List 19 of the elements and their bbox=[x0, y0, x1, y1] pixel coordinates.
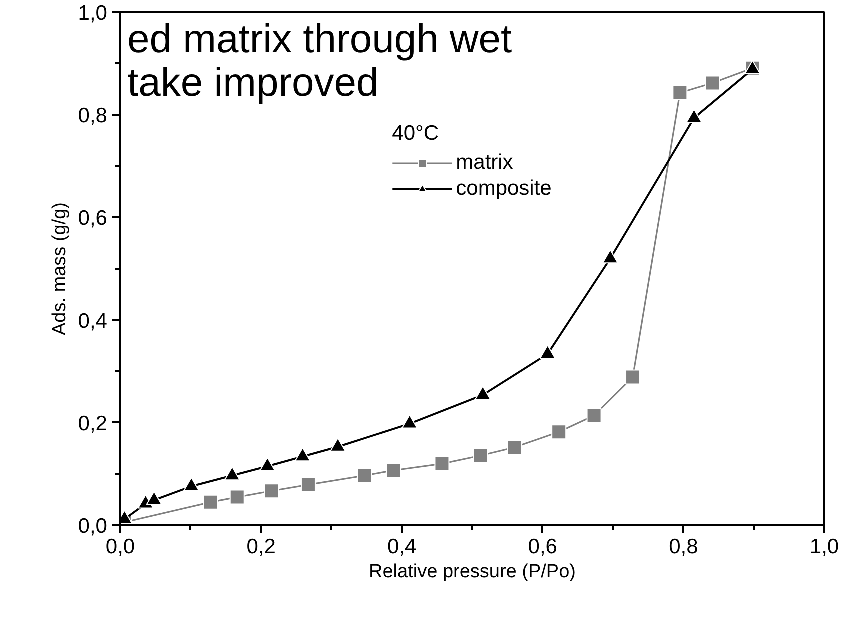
x-tick-label: 1,0 bbox=[810, 536, 840, 558]
y-tick-label: 0,4 bbox=[78, 310, 108, 333]
y-tick-label: 0,6 bbox=[78, 207, 108, 230]
annotation: take improved bbox=[128, 61, 379, 106]
y-tick-label: 0,8 bbox=[78, 104, 108, 128]
legend-title: 40°C bbox=[392, 122, 440, 146]
x-tick-label: 0,8 bbox=[669, 536, 698, 558]
x-tick-label: 0,0 bbox=[106, 536, 136, 558]
x-tick-label: 0,2 bbox=[246, 536, 276, 558]
y-axis-title: Ads. mass (g/g) bbox=[49, 202, 70, 336]
legend-label: composite bbox=[456, 177, 552, 201]
legend-label: matrix bbox=[456, 151, 514, 175]
x-tick-label: 0,6 bbox=[528, 536, 558, 558]
y-tick-label: 0,2 bbox=[78, 412, 108, 436]
annotation: ed matrix through wet bbox=[128, 18, 512, 62]
y-tick-label: 1,0 bbox=[78, 2, 108, 25]
x-tick-label: 0,4 bbox=[388, 536, 418, 558]
y-tick-label: 0,0 bbox=[78, 515, 108, 538]
x-axis-title: Relative pressure (P/Po) bbox=[369, 562, 576, 582]
